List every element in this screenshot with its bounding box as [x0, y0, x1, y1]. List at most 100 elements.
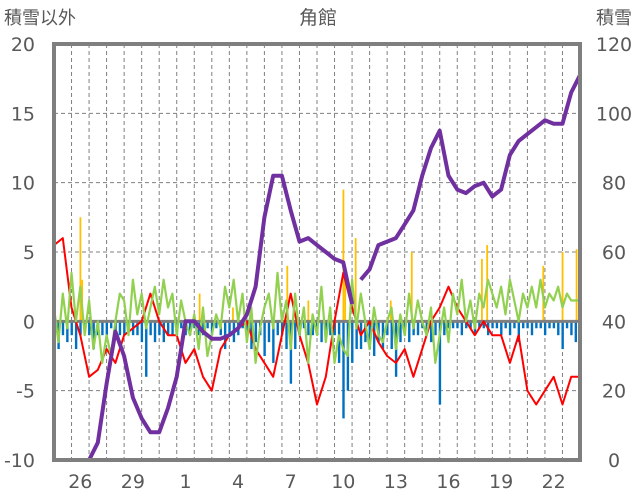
blue-bar: [368, 321, 371, 350]
red-series-line: [53, 237, 580, 406]
right-axis-label: 積雪: [596, 8, 632, 29]
purple-series-line: [54, 173, 355, 462]
blue-bar: [272, 321, 275, 363]
blue-bar: [276, 321, 279, 336]
orange-bar: [79, 217, 82, 322]
left-tick-label: -10: [4, 450, 35, 472]
blue-bar: [526, 321, 529, 329]
blue-bar: [329, 321, 332, 336]
right-tick-label: 100: [596, 103, 632, 125]
blue-bar: [105, 321, 108, 336]
blue-bar: [215, 321, 218, 329]
blue-bar: [149, 321, 152, 336]
blue-bar: [123, 321, 126, 336]
blue-bar: [66, 321, 69, 343]
blue-bar: [145, 321, 148, 377]
x-tick-label: 29: [121, 471, 145, 493]
purple-series-line: [359, 74, 582, 281]
blue-bar: [469, 321, 472, 329]
orange-bar: [575, 249, 578, 322]
blue-bar: [267, 321, 271, 343]
blue-bar: [166, 321, 170, 336]
blue-bar: [285, 321, 288, 350]
blue-bar: [171, 321, 174, 336]
blue-bar: [535, 321, 538, 329]
left-tick-label: -5: [16, 381, 35, 403]
blue-bar: [307, 321, 310, 336]
blue-bar: [294, 321, 297, 350]
orange-bar: [344, 265, 347, 322]
right-tick-label: 0: [608, 450, 620, 472]
blue-bar: [210, 321, 214, 336]
x-tick-label: 26: [68, 471, 92, 493]
blue-bar: [491, 321, 494, 329]
blue-bar: [561, 321, 564, 350]
blue-bar: [557, 321, 560, 336]
orange-bar: [354, 238, 357, 322]
blue-bar: [263, 321, 266, 356]
blue-bar: [311, 321, 315, 336]
blue-bar: [434, 321, 437, 336]
orange-bar: [342, 189, 345, 322]
x-tick-label: 19: [489, 471, 513, 493]
blue-bar: [416, 321, 420, 336]
orange-bar: [561, 252, 564, 322]
blue-bar: [140, 321, 144, 343]
blue-bar: [508, 321, 512, 336]
orange-bar: [481, 258, 483, 322]
orange-bar: [198, 293, 201, 322]
chart-title: 角館: [299, 7, 337, 29]
blue-bar: [61, 321, 65, 336]
blue-bar: [465, 321, 468, 329]
blue-bar: [70, 321, 73, 336]
blue-bar: [522, 321, 525, 329]
blue-bar: [351, 321, 354, 363]
blue-bar: [565, 321, 569, 329]
blue-bar: [438, 321, 442, 405]
orange-bar: [232, 307, 234, 322]
blue-bar: [355, 321, 358, 350]
blue-bar: [153, 321, 157, 343]
orange-bar: [307, 300, 310, 322]
blue-bar: [342, 321, 345, 419]
blue-bar: [482, 321, 485, 329]
blue-bar: [109, 321, 113, 329]
blue-bar: [88, 321, 91, 336]
blue-bar: [372, 321, 376, 356]
blue-bar: [504, 321, 507, 329]
blue-bar: [513, 321, 516, 329]
blue-bar: [364, 321, 367, 343]
blue-bar: [530, 321, 534, 336]
blue-bar: [478, 321, 481, 329]
blue-bar: [136, 321, 139, 336]
right-tick-label: 80: [602, 173, 626, 195]
blue-bar: [158, 321, 161, 336]
blue-bar: [79, 321, 82, 336]
blue-bar: [188, 321, 192, 336]
left-tick-label: 15: [11, 103, 35, 125]
right-tick-label: 20: [602, 381, 626, 403]
left-tick-label: 10: [11, 173, 35, 195]
blue-bar: [408, 321, 411, 343]
orange-bar: [286, 265, 289, 322]
right-tick-label: 120: [596, 34, 632, 56]
blue-bar: [574, 321, 578, 343]
right-tick-label: 60: [602, 242, 626, 264]
blue-bar: [381, 321, 385, 350]
blue-bar: [543, 321, 547, 336]
blue-bar: [390, 321, 393, 350]
plot-frame: [52, 42, 582, 462]
blue-bar: [386, 321, 389, 336]
blue-bar: [324, 321, 328, 336]
x-tick-label: 10: [331, 471, 355, 493]
blue-bar: [320, 321, 323, 343]
blue-bar: [443, 321, 446, 336]
blue-bar: [552, 321, 556, 329]
green-series-line: [52, 271, 580, 364]
x-tick-label: 7: [285, 471, 297, 493]
blue-bar: [337, 321, 341, 363]
blue-bar: [180, 321, 183, 329]
blue-bar: [162, 321, 165, 343]
blue-bar: [548, 321, 551, 329]
